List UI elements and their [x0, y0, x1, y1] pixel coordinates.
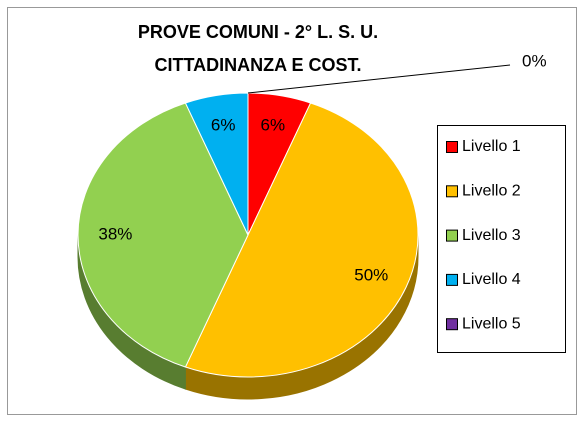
legend-label: Livello 4: [462, 271, 521, 288]
legend-swatch: [446, 318, 458, 331]
data-label: 6%: [261, 116, 286, 135]
leader-line: [247, 64, 511, 94]
data-label: 6%: [211, 116, 236, 135]
legend-swatch: [446, 141, 458, 153]
legend-box: [437, 125, 566, 353]
legend-swatch: [446, 185, 458, 198]
legend-swatch: [446, 273, 458, 286]
data-label: 0%: [522, 51, 547, 70]
legend-label: Livello 1: [462, 138, 521, 155]
slice: [184, 92, 249, 236]
data-label: 38%: [98, 224, 132, 243]
chart-title: PROVE COMUNI - 2° L. S. U.: [138, 22, 378, 42]
chart-title: CITTADINANZA E COST.: [155, 55, 362, 75]
slice: [77, 102, 249, 368]
legend-label: Livello 2: [462, 183, 521, 200]
data-label: 50%: [354, 265, 388, 284]
legend-label: Livello 5: [462, 315, 521, 332]
legend-swatch: [446, 229, 458, 242]
legend-label: Livello 3: [462, 227, 521, 244]
slice: [184, 102, 419, 378]
